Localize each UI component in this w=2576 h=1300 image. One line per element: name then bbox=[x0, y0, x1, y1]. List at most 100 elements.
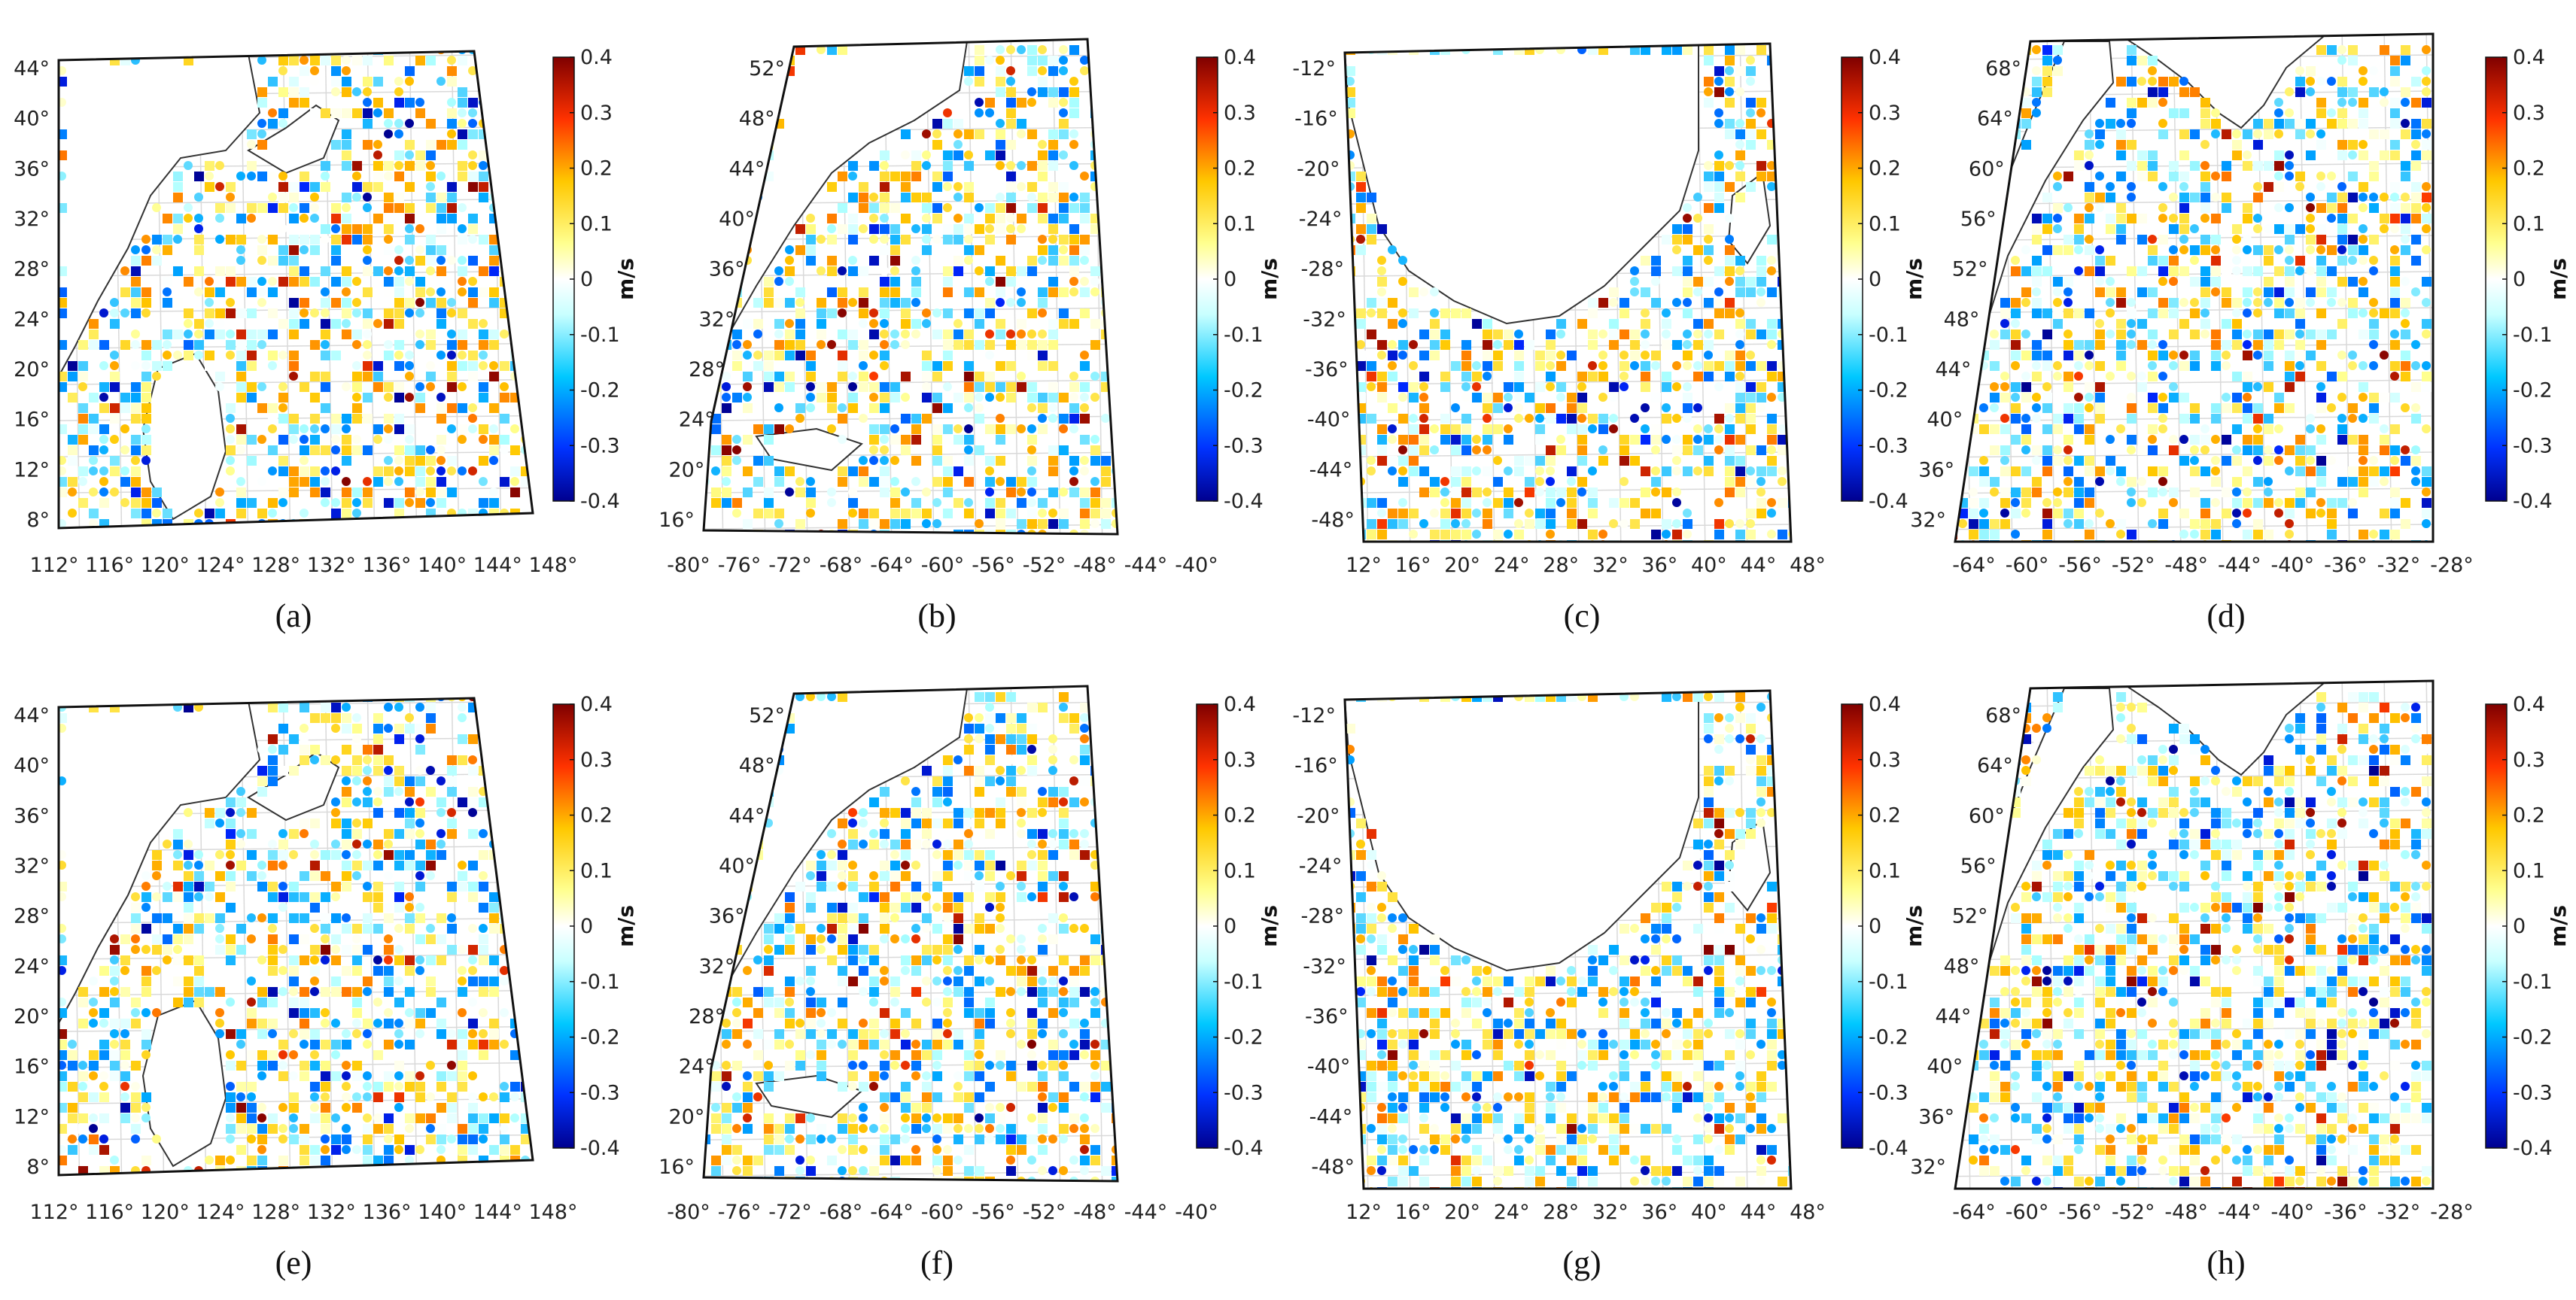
velocity-cell bbox=[342, 77, 351, 87]
velocity-cell bbox=[458, 172, 467, 181]
velocity-cell bbox=[131, 477, 141, 487]
velocity-cell bbox=[1112, 330, 1118, 339]
longitude-tick-label: -52° bbox=[1023, 554, 1066, 577]
velocity-cell bbox=[1535, 424, 1545, 434]
velocity-cell bbox=[2401, 456, 2410, 466]
velocity-point bbox=[1069, 129, 1078, 138]
velocity-cell bbox=[1767, 319, 1777, 329]
velocity-cell bbox=[1303, 287, 1313, 297]
velocity-point bbox=[2053, 287, 2062, 296]
velocity-cell bbox=[722, 445, 731, 455]
velocity-cell bbox=[1735, 414, 1745, 424]
velocity-cell bbox=[964, 224, 974, 234]
velocity-cell bbox=[1955, 498, 1957, 508]
velocity-point bbox=[1080, 456, 1089, 465]
velocity-cell bbox=[2390, 150, 2400, 160]
velocity-cell bbox=[1788, 172, 1791, 181]
velocity-point bbox=[521, 224, 530, 233]
velocity-cell bbox=[1788, 393, 1791, 402]
velocity-cell bbox=[2380, 45, 2389, 55]
velocity-cell bbox=[1377, 224, 1387, 234]
velocity-point bbox=[2443, 540, 2452, 549]
velocity-point bbox=[1620, 477, 1629, 486]
velocity-cell bbox=[352, 445, 362, 455]
velocity-point bbox=[680, 214, 689, 223]
velocity-point bbox=[2253, 214, 2262, 223]
velocity-cell bbox=[2042, 66, 2052, 76]
velocity-point bbox=[1048, 403, 1057, 412]
velocity-point bbox=[2253, 308, 2262, 317]
velocity-cell bbox=[911, 498, 921, 508]
velocity-point bbox=[257, 435, 266, 444]
velocity-point bbox=[2064, 445, 2073, 454]
velocity-cell bbox=[342, 161, 351, 171]
velocity-point bbox=[1809, 466, 1818, 475]
velocity-cell bbox=[2359, 245, 2368, 255]
velocity-point bbox=[1630, 287, 1639, 296]
velocity-cell bbox=[1725, 351, 1735, 360]
velocity-cell bbox=[342, 456, 351, 466]
velocity-point bbox=[1693, 330, 1702, 339]
velocity-point bbox=[922, 129, 931, 138]
velocity-point bbox=[985, 393, 994, 402]
velocity-cell bbox=[1101, 509, 1111, 518]
velocity-cell bbox=[922, 245, 932, 255]
velocity-cell bbox=[1398, 340, 1408, 350]
velocity-point bbox=[300, 308, 309, 317]
velocity-cell bbox=[996, 224, 1005, 234]
velocity-cell bbox=[1069, 382, 1079, 392]
velocity-point bbox=[975, 203, 984, 212]
velocity-cell bbox=[2253, 161, 2263, 171]
velocity-cell bbox=[1038, 77, 1048, 87]
velocity-point bbox=[310, 308, 319, 317]
velocity-cell bbox=[890, 519, 900, 529]
velocity-point bbox=[1017, 129, 1026, 138]
velocity-cell bbox=[1164, 340, 1174, 350]
velocity-point bbox=[415, 308, 424, 317]
velocity-point bbox=[257, 129, 266, 138]
velocity-cell bbox=[1598, 372, 1608, 381]
velocity-cell bbox=[458, 235, 467, 245]
velocity-point bbox=[1112, 77, 1118, 86]
velocity-cell bbox=[205, 308, 214, 318]
velocity-cell bbox=[59, 487, 67, 497]
velocity-cell bbox=[1027, 382, 1037, 392]
velocity-point bbox=[321, 235, 330, 244]
velocity-point bbox=[1038, 530, 1047, 534]
velocity-cell bbox=[1048, 456, 1058, 466]
velocity-cell bbox=[2327, 330, 2337, 339]
velocity-cell bbox=[2253, 266, 2263, 276]
velocity-cell bbox=[764, 277, 774, 287]
velocity-cell bbox=[2295, 372, 2305, 381]
velocity-cell bbox=[99, 498, 109, 508]
velocity-point bbox=[321, 308, 330, 317]
velocity-point bbox=[89, 466, 98, 475]
velocity-point bbox=[1683, 509, 1692, 518]
velocity-cell bbox=[1799, 277, 1808, 287]
velocity-cell bbox=[468, 287, 478, 297]
velocity-point bbox=[489, 456, 498, 465]
velocity-cell bbox=[363, 224, 373, 234]
velocity-cell bbox=[2200, 509, 2210, 518]
velocity-point bbox=[1017, 298, 1026, 307]
velocity-cell bbox=[964, 477, 974, 487]
velocity-cell bbox=[1735, 66, 1745, 76]
velocity-cell bbox=[531, 256, 533, 266]
colorbar-tick-label: 0.4 bbox=[1224, 46, 1256, 69]
velocity-cell bbox=[1504, 487, 1513, 497]
latitude-tick-label: 52° bbox=[749, 57, 785, 80]
velocity-point bbox=[785, 319, 794, 328]
velocity-point bbox=[1367, 308, 1376, 317]
velocity-point bbox=[880, 161, 889, 170]
velocity-point bbox=[2453, 56, 2462, 65]
velocity-point bbox=[2401, 445, 2410, 454]
velocity-cell bbox=[711, 108, 721, 118]
velocity-point bbox=[2369, 66, 2378, 75]
velocity-point bbox=[2085, 351, 2094, 360]
velocity-point bbox=[310, 424, 319, 433]
velocity-cell bbox=[2285, 277, 2295, 287]
velocity-cell bbox=[2179, 203, 2189, 213]
velocity-cell bbox=[310, 340, 320, 350]
velocity-cell bbox=[2369, 403, 2379, 413]
velocity-cell bbox=[89, 445, 99, 455]
